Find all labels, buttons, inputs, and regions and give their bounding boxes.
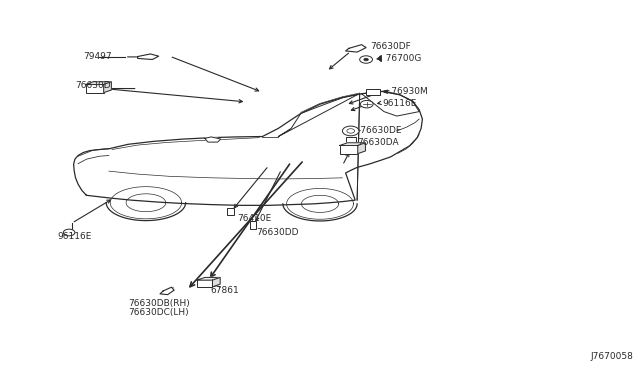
Polygon shape xyxy=(358,143,365,154)
Circle shape xyxy=(342,126,359,136)
Bar xyxy=(227,208,234,215)
Text: 76630DA: 76630DA xyxy=(357,138,399,147)
Text: 96116E: 96116E xyxy=(383,99,417,108)
Polygon shape xyxy=(205,137,221,142)
Text: ◖ 76700G: ◖ 76700G xyxy=(378,54,421,63)
Polygon shape xyxy=(86,82,111,84)
Polygon shape xyxy=(340,143,365,145)
Text: 76630DC(LH): 76630DC(LH) xyxy=(128,308,189,317)
Text: ─ 76930M: ─ 76930M xyxy=(383,87,428,96)
Bar xyxy=(340,145,358,154)
Text: -76630DE: -76630DE xyxy=(357,126,402,135)
Circle shape xyxy=(347,129,355,133)
Circle shape xyxy=(364,58,369,61)
Text: 76630DB(RH): 76630DB(RH) xyxy=(128,299,189,308)
Text: 67861: 67861 xyxy=(210,286,239,295)
Text: 76630DD: 76630DD xyxy=(256,228,298,237)
Text: 76630DF: 76630DF xyxy=(370,42,411,51)
Circle shape xyxy=(63,229,75,236)
Text: J7670058: J7670058 xyxy=(591,352,634,361)
Bar xyxy=(366,89,380,95)
Bar xyxy=(86,84,104,93)
Circle shape xyxy=(360,56,372,63)
Polygon shape xyxy=(346,45,366,52)
Text: 76410E: 76410E xyxy=(237,214,271,223)
Polygon shape xyxy=(160,287,174,295)
Text: 79497: 79497 xyxy=(83,52,112,61)
Polygon shape xyxy=(197,278,220,280)
Polygon shape xyxy=(104,82,111,93)
Text: 76630D: 76630D xyxy=(76,81,111,90)
Polygon shape xyxy=(138,54,159,60)
Bar xyxy=(346,137,356,145)
Bar xyxy=(197,280,212,287)
Circle shape xyxy=(360,100,373,108)
Bar xyxy=(250,221,256,229)
Polygon shape xyxy=(212,278,220,287)
Text: 96116E: 96116E xyxy=(58,232,92,241)
